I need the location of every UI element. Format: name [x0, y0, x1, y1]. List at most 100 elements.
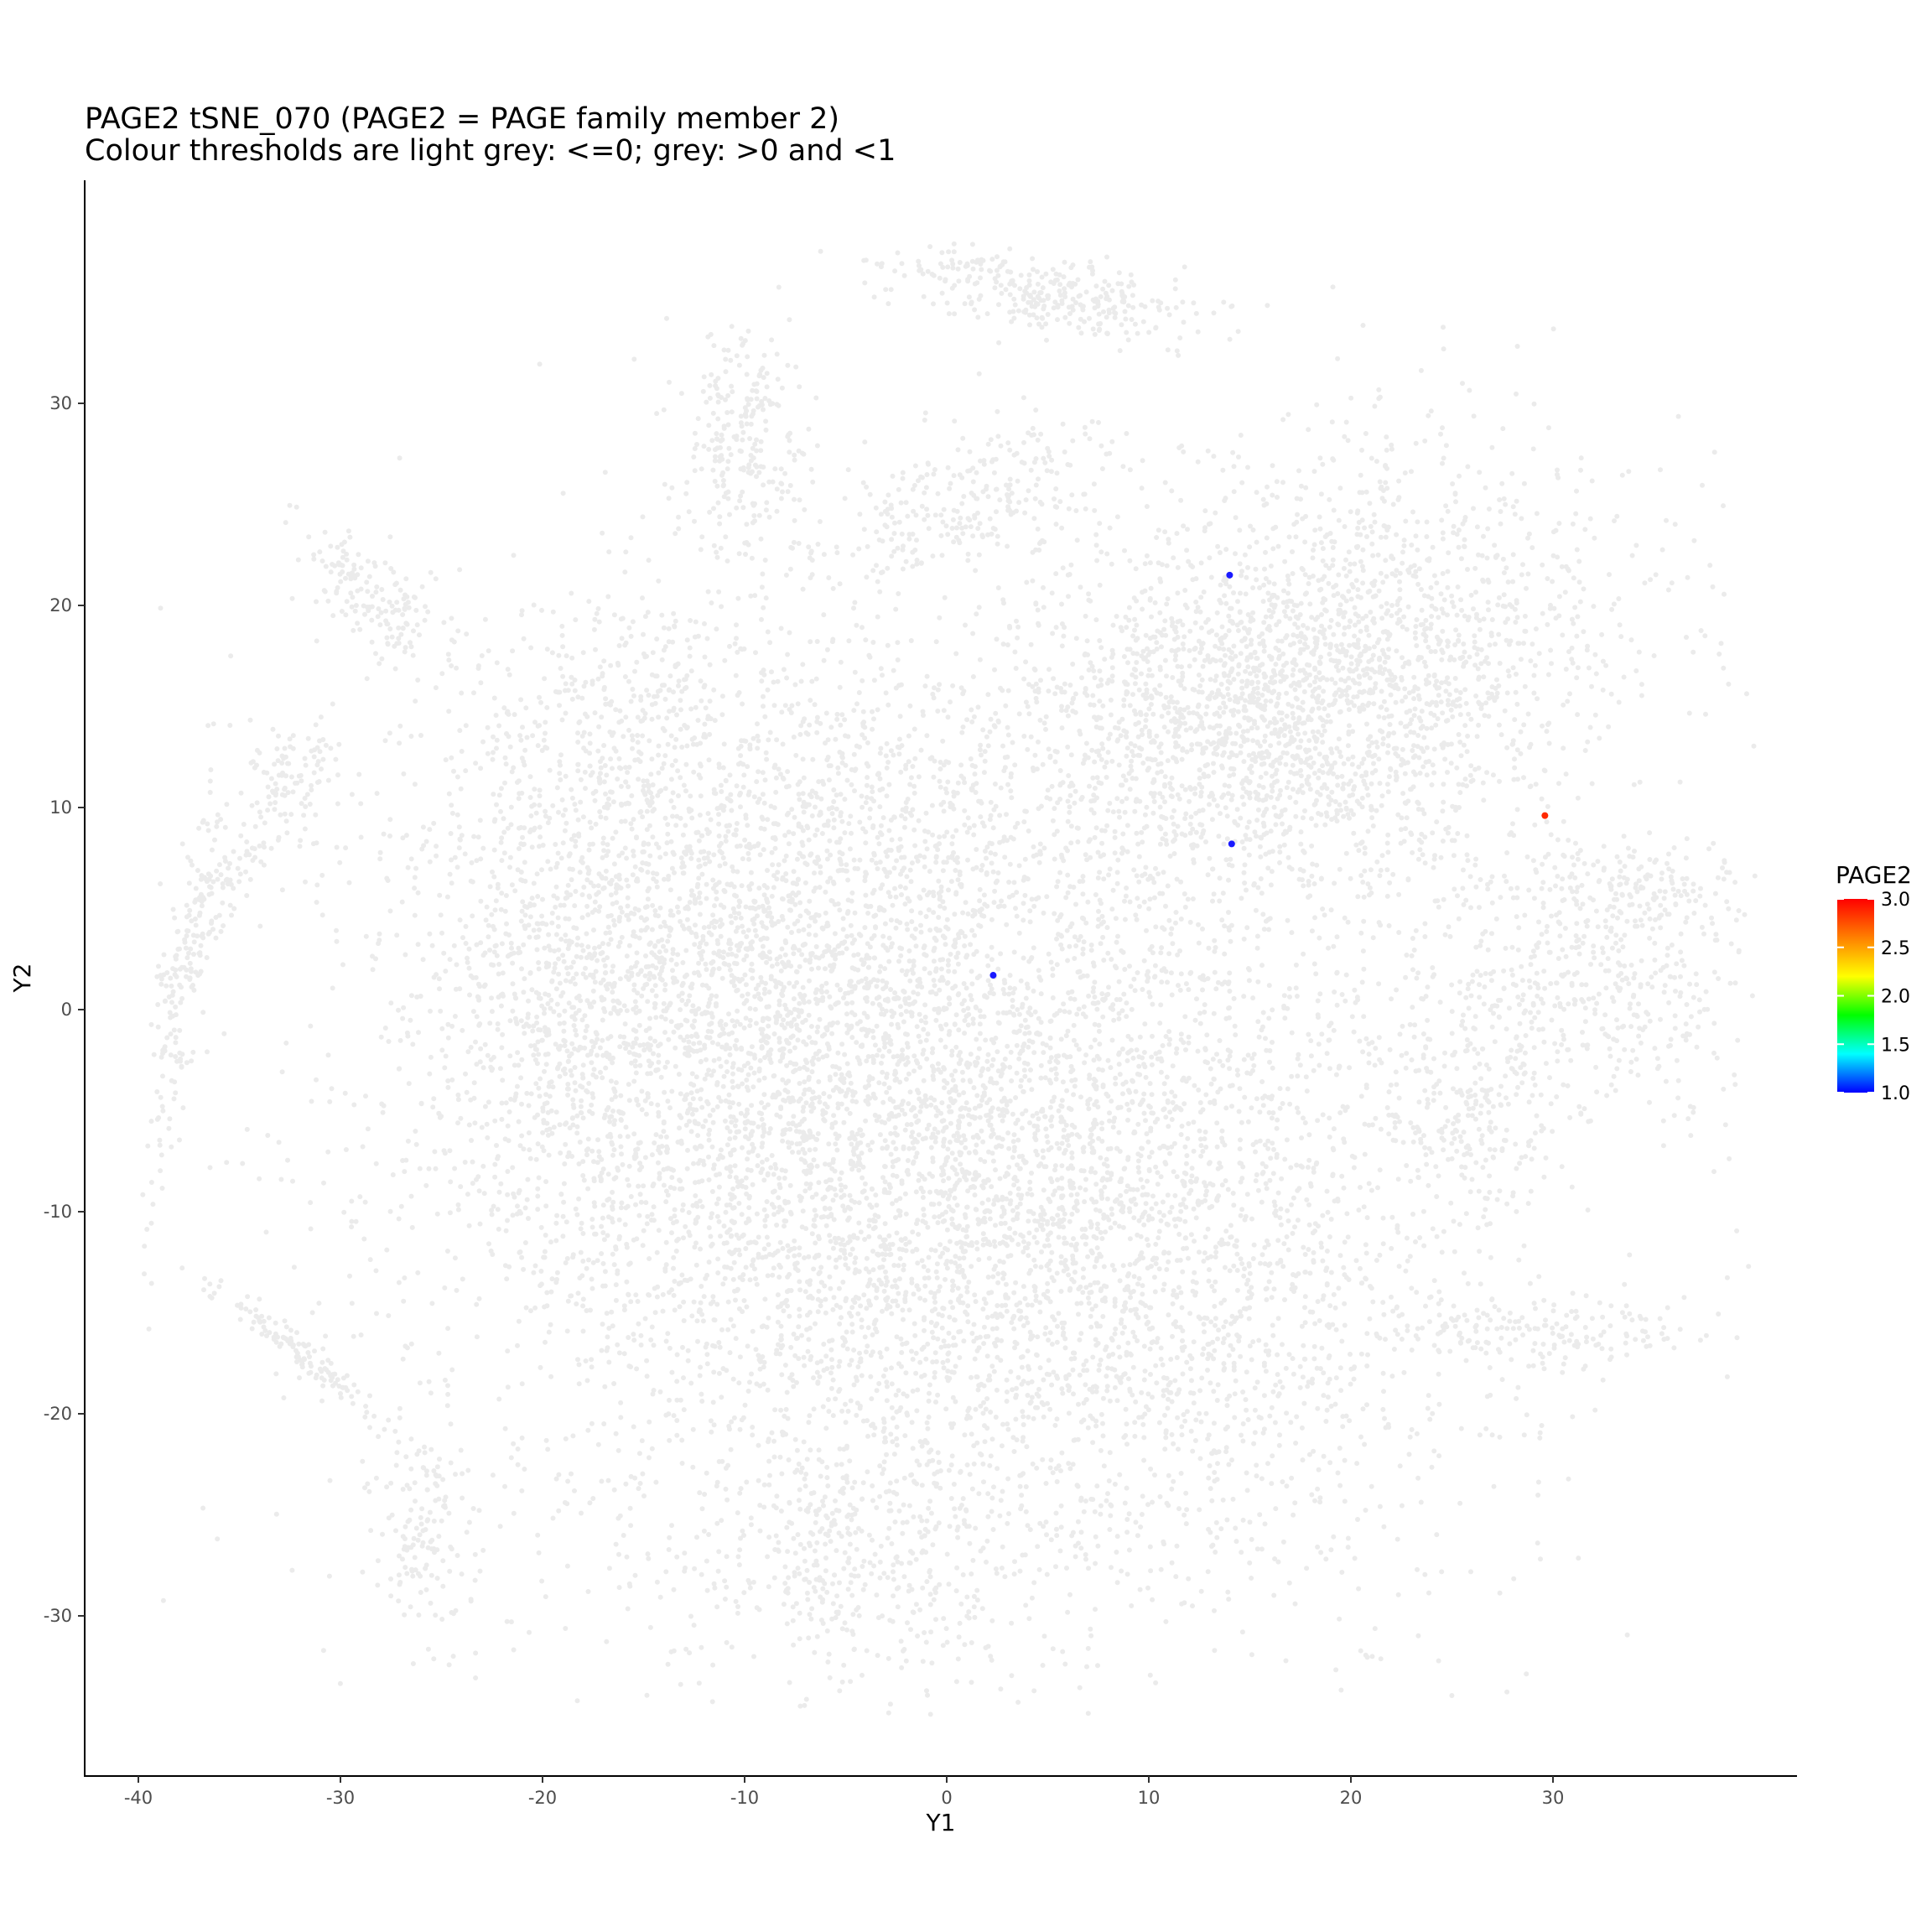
background-point: [528, 1091, 534, 1097]
background-point: [909, 908, 915, 914]
background-point: [1211, 891, 1217, 897]
background-point: [891, 1452, 897, 1457]
background-point: [1254, 1172, 1259, 1177]
background-point: [580, 1303, 586, 1309]
background-point: [543, 1339, 548, 1345]
background-point: [1209, 1498, 1215, 1504]
background-point: [910, 1130, 916, 1135]
background-point: [724, 1069, 730, 1074]
background-point: [805, 1348, 811, 1354]
background-point: [678, 1397, 683, 1403]
background-point: [766, 1023, 771, 1029]
background-point: [581, 885, 587, 890]
background-point: [761, 1246, 767, 1252]
background-point: [860, 1418, 866, 1424]
background-point: [1014, 1042, 1020, 1048]
background-point: [883, 1275, 889, 1280]
background-point: [960, 1078, 966, 1083]
background-point: [944, 1374, 950, 1380]
background-point: [969, 1431, 974, 1437]
background-point: [553, 1109, 559, 1115]
background-point: [489, 1009, 495, 1015]
background-point: [769, 963, 775, 969]
background-point: [492, 1118, 498, 1124]
background-point: [647, 1455, 652, 1461]
background-point: [731, 1205, 737, 1211]
background-point: [898, 769, 904, 775]
background-point: [735, 987, 740, 993]
background-point: [907, 867, 913, 873]
background-point: [848, 1080, 854, 1086]
background-point: [852, 1566, 858, 1572]
background-point: [894, 858, 900, 864]
background-point: [631, 1332, 636, 1337]
background-point: [972, 911, 978, 917]
background-point: [1141, 1435, 1147, 1441]
background-point: [1078, 1094, 1083, 1100]
background-point: [572, 903, 578, 909]
background-point: [1187, 1366, 1193, 1372]
background-point: [1151, 895, 1157, 901]
background-point: [1081, 1509, 1087, 1514]
background-point: [1004, 922, 1010, 927]
background-point: [1213, 1279, 1218, 1285]
background-point: [1009, 795, 1015, 801]
background-point: [1054, 1140, 1060, 1146]
background-point: [998, 1073, 1004, 1079]
background-point: [980, 1231, 986, 1237]
background-point: [623, 1205, 629, 1211]
background-point: [918, 1018, 924, 1024]
background-point: [942, 1066, 948, 1072]
background-point: [601, 1237, 607, 1243]
background-point: [417, 1166, 423, 1171]
background-point: [704, 1352, 710, 1358]
background-point: [953, 828, 959, 834]
background-point: [918, 1104, 924, 1109]
background-point: [854, 1131, 860, 1137]
background-point: [273, 1511, 279, 1517]
background-point: [690, 1464, 696, 1470]
background-point: [684, 1110, 690, 1116]
background-point: [1202, 1136, 1208, 1142]
background-point: [1072, 996, 1078, 1002]
background-point: [819, 1280, 824, 1285]
background-point: [1040, 1148, 1046, 1154]
background-point: [720, 1366, 726, 1372]
background-point: [901, 1144, 906, 1150]
background-point: [691, 1107, 696, 1113]
background-point: [1098, 1229, 1104, 1235]
background-point: [1010, 1111, 1015, 1117]
background-point: [756, 1442, 761, 1448]
background-point: [649, 1212, 655, 1218]
background-point: [1021, 1089, 1026, 1094]
background-point: [823, 1353, 829, 1359]
background-point: [1009, 1673, 1015, 1679]
background-point: [885, 642, 891, 648]
background-point: [735, 1179, 740, 1184]
background-point: [936, 878, 942, 884]
background-point: [878, 1354, 884, 1360]
background-point: [1007, 1010, 1013, 1015]
background-point: [950, 1088, 956, 1093]
background-point: [679, 1208, 685, 1213]
background-point: [600, 1260, 606, 1266]
background-point: [519, 1435, 525, 1441]
background-point: [797, 1279, 802, 1285]
background-point: [323, 1333, 329, 1339]
background-point: [517, 1249, 523, 1254]
background-point: [661, 761, 667, 766]
background-point: [1140, 1291, 1145, 1297]
background-point: [947, 1239, 953, 1244]
background-point: [896, 751, 902, 757]
background-point: [615, 1268, 621, 1274]
background-point: [1103, 1229, 1109, 1235]
background-point: [966, 1150, 972, 1156]
background-point: [937, 1037, 943, 1043]
background-point: [991, 1484, 996, 1490]
background-point: [730, 1071, 735, 1077]
background-point: [499, 835, 505, 841]
background-point: [1246, 1316, 1252, 1322]
background-point: [830, 1306, 836, 1312]
background-point: [740, 929, 746, 935]
background-point: [1055, 1323, 1060, 1329]
